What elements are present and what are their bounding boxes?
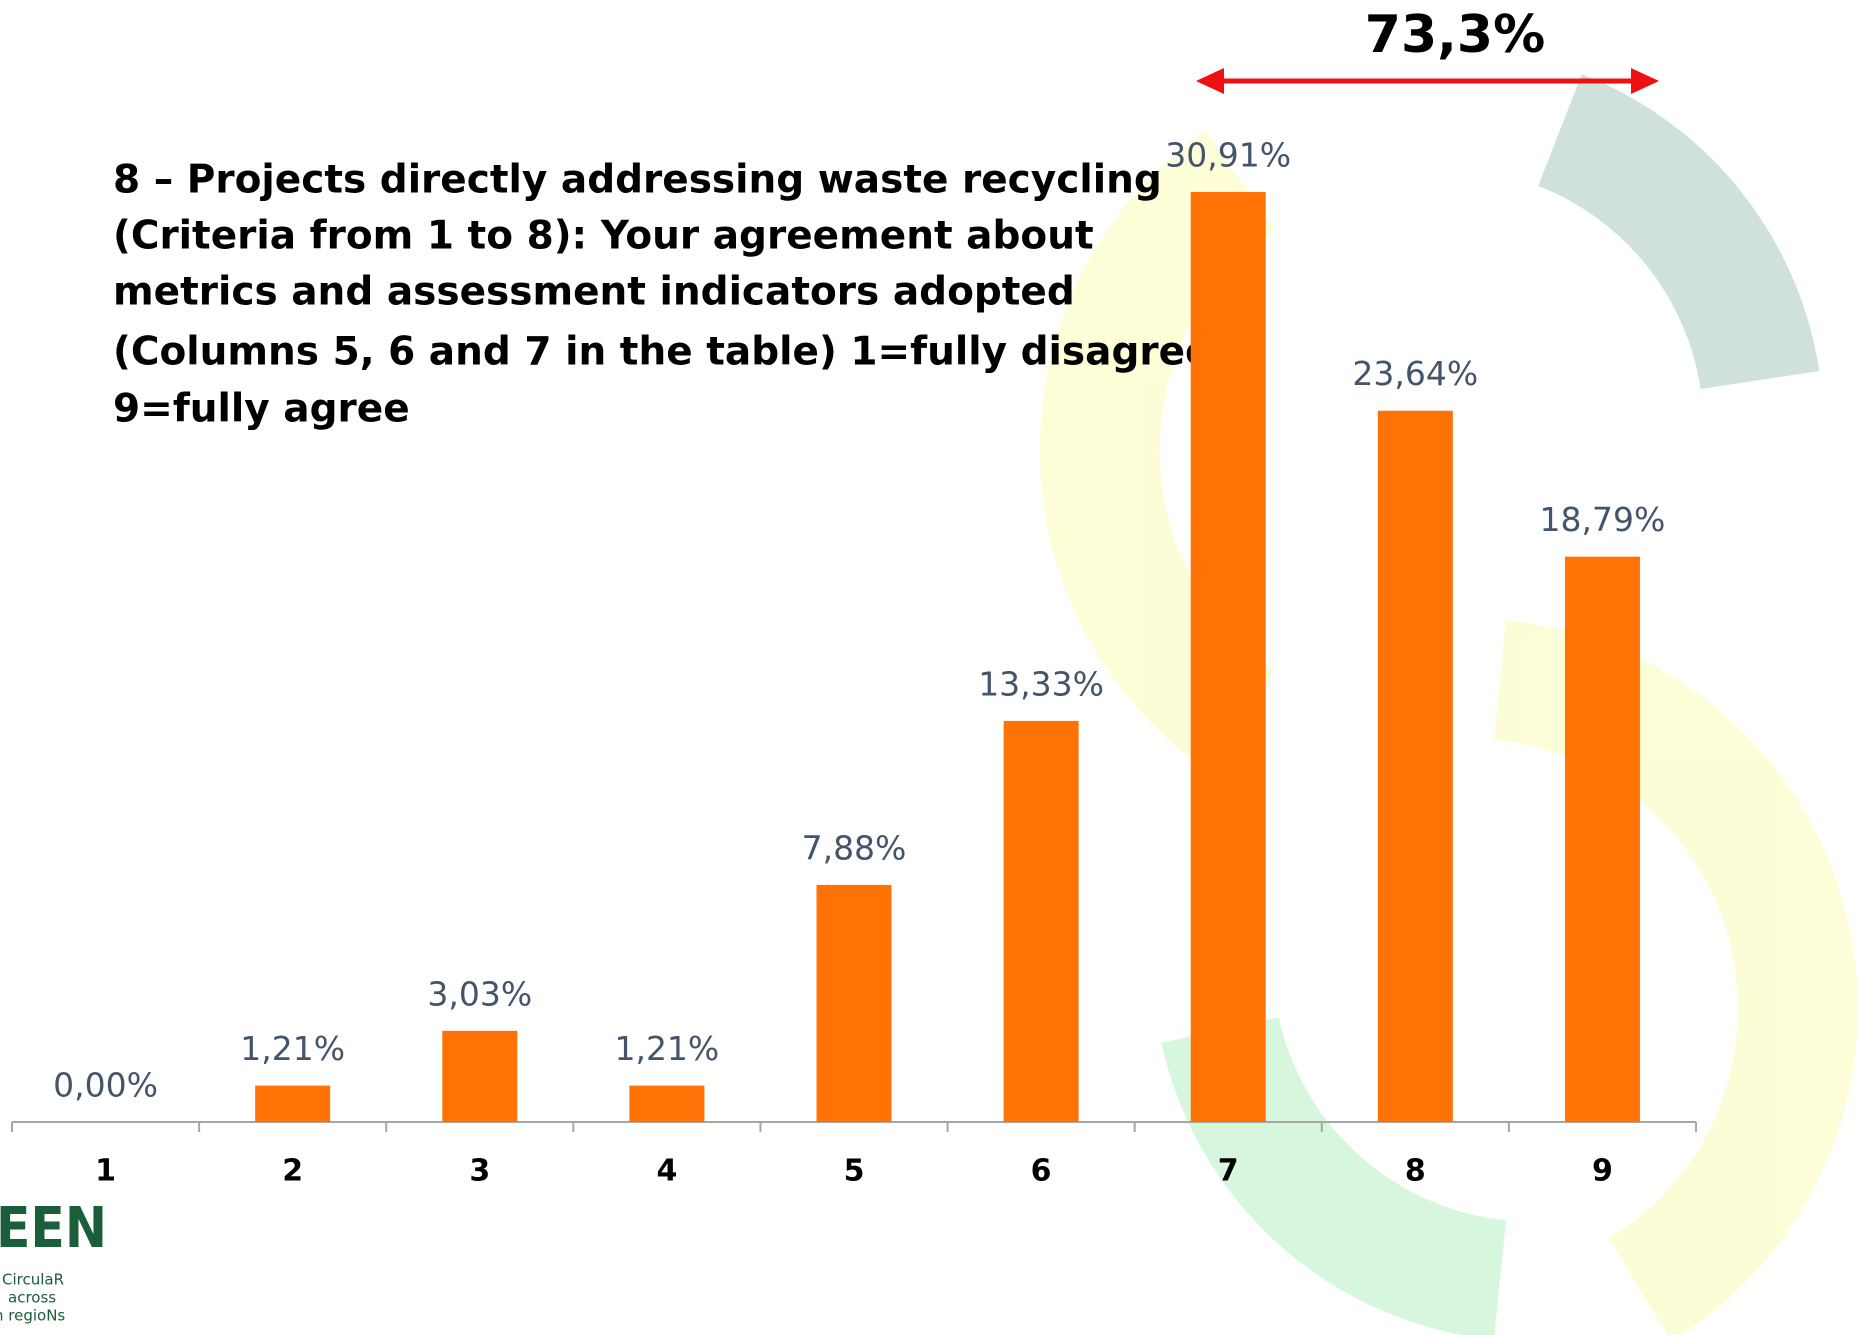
title-line: metrics and assessment indicators adopte… — [113, 270, 1075, 315]
bar — [1377, 410, 1453, 1122]
title-line: (Columns 5, 6 and 7 in the table) 1=full… — [113, 330, 1227, 375]
logo: EEN CirculaR across n regioNs — [0, 1196, 107, 1324]
x-tick-label: 2 — [282, 1154, 303, 1189]
x-tick-label: 9 — [1592, 1154, 1613, 1189]
bar — [816, 884, 892, 1122]
x-tick-label: 7 — [1218, 1154, 1239, 1189]
logo-text: EEN — [0, 1196, 107, 1261]
value-label: 0,00% — [53, 1066, 158, 1105]
value-label: 1,21% — [240, 1029, 345, 1068]
x-tick-label: 6 — [1031, 1154, 1052, 1189]
title: 8 – Projects directly addressing waste r… — [113, 158, 1227, 432]
bar — [629, 1085, 705, 1122]
x-tick-label: 3 — [469, 1154, 490, 1189]
value-label: 13,33% — [978, 664, 1104, 703]
annotation: 73,3% — [1365, 5, 1545, 65]
x-tick-label: 1 — [95, 1154, 116, 1189]
bar — [255, 1085, 331, 1122]
bar — [1003, 720, 1079, 1122]
span-arrow — [1196, 68, 1659, 94]
bar — [442, 1030, 518, 1122]
logo-text: CirculaR — [2, 1271, 64, 1289]
bar — [1564, 556, 1640, 1122]
x-tick-label: 8 — [1405, 1154, 1426, 1189]
value-label: 3,03% — [427, 974, 532, 1013]
x-tick-label: 4 — [656, 1154, 677, 1189]
title-line: 8 – Projects directly addressing waste r… — [113, 158, 1162, 203]
bar — [1190, 192, 1266, 1122]
value-label: 23,64% — [1352, 354, 1478, 393]
logo-text: n regioNs — [0, 1307, 65, 1325]
value-label: 7,88% — [802, 828, 907, 867]
logo-text: across — [8, 1289, 56, 1307]
title-line: 9=fully agree — [113, 387, 410, 432]
x-tick-label: 5 — [844, 1154, 865, 1189]
value-label: 30,91% — [1165, 136, 1291, 175]
title-line: (Criteria from 1 to 8): Your agreement a… — [113, 214, 1094, 259]
value-label: 18,79% — [1540, 500, 1666, 539]
value-label: 1,21% — [614, 1029, 719, 1068]
